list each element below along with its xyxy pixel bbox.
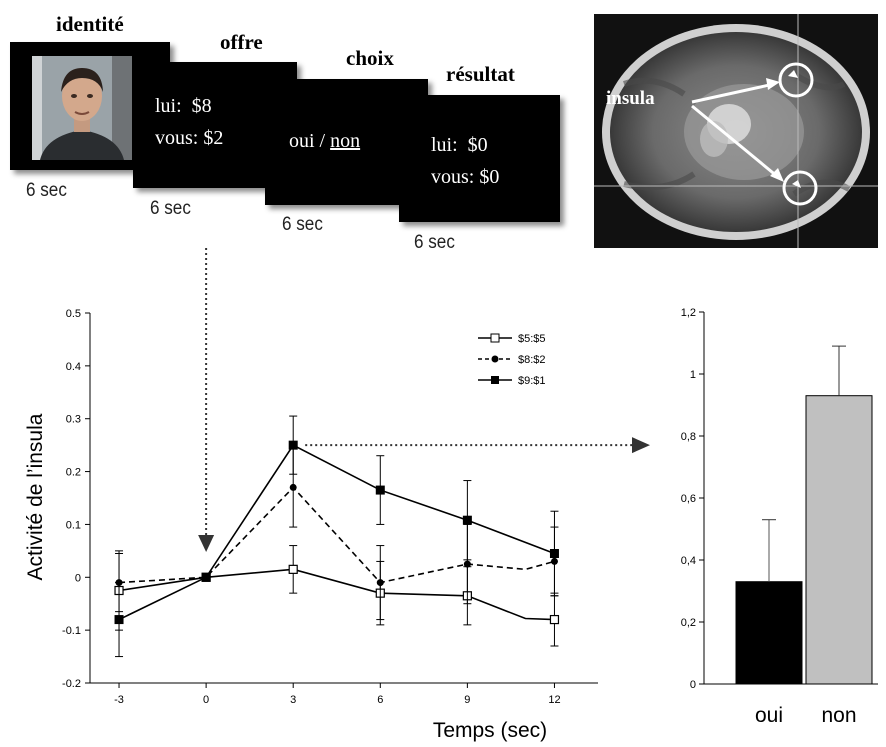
legend-marker xyxy=(490,333,500,343)
line-chart-xlabel: Temps (sec) xyxy=(433,719,547,742)
identity-title: identité xyxy=(56,12,124,36)
line-chart-xtick-label: 12 xyxy=(548,694,560,706)
legend-marker xyxy=(491,355,499,363)
line-chart: -0.2 -0.1 0 0.1 0.2 0.3 0.4 0.5 -3 0 3 6 9 12 $5:$5 $8:… xyxy=(62,248,650,706)
data-point xyxy=(462,515,472,525)
line-chart-ytick-label: 0.3 xyxy=(66,414,81,426)
bar-chart-ytick-label: 0 xyxy=(690,679,696,691)
bar-label-oui: oui xyxy=(755,704,783,727)
bar-chart-ytick-label: 0,2 xyxy=(681,617,696,629)
result-line-1: lui: $0 xyxy=(431,134,488,156)
offer-line-1: lui: $8 xyxy=(155,95,212,117)
line-chart-xtick-label: 3 xyxy=(290,694,296,706)
data-point xyxy=(289,483,297,491)
line-chart-ytick-label: 0.5 xyxy=(66,308,81,320)
bar-chart-ytick-label: 0,8 xyxy=(681,431,696,443)
bar-chart-ytick-label: 1,2 xyxy=(681,307,696,319)
data-point xyxy=(201,572,211,582)
result-title: résultat xyxy=(446,62,515,86)
bar-oui xyxy=(735,581,803,685)
face-photo xyxy=(32,56,132,160)
offer-onset-arrowhead xyxy=(198,535,215,552)
choice-title: choix xyxy=(346,46,394,70)
offer-line-2: vous: $2 xyxy=(155,127,224,149)
bar-chart-ytick-label: 0,4 xyxy=(681,555,696,567)
result-line-2: vous: $0 xyxy=(431,166,500,188)
line-chart-ytick-label: -0.1 xyxy=(62,625,81,637)
insula-label: insula xyxy=(606,88,655,109)
line-chart-ytick-label: -0.2 xyxy=(62,678,81,690)
offer-title: offre xyxy=(220,30,263,54)
insula-circle-bottom xyxy=(782,170,818,206)
bar-label-non: non xyxy=(821,704,856,727)
line-chart-xtick-label: -3 xyxy=(114,694,124,706)
data-point xyxy=(114,615,124,625)
line-chart-xtick-label: 6 xyxy=(377,694,383,706)
legend-label: $5:$5 xyxy=(518,333,546,345)
choice-text: oui / non xyxy=(289,125,360,157)
bar-chart-ytick-label: 0,6 xyxy=(681,493,696,505)
line-chart-ytick-label: 0 xyxy=(75,572,81,584)
bar-non xyxy=(805,395,873,685)
series-line-2 xyxy=(118,444,555,621)
legend-label: $8:$2 xyxy=(518,354,546,366)
choice-no: non xyxy=(330,130,361,152)
peak-link-arrowhead xyxy=(632,437,650,454)
data-point xyxy=(375,485,385,495)
data-point xyxy=(463,560,471,568)
legend-label: $9:$1 xyxy=(518,375,546,387)
data-point xyxy=(549,614,560,625)
line-chart-xtick-label: 9 xyxy=(464,694,470,706)
data-point xyxy=(376,579,384,587)
series-line-0 xyxy=(118,568,555,621)
bar-chart-ytick-label: 1 xyxy=(690,369,696,381)
data-point xyxy=(288,440,298,450)
series-line-1 xyxy=(118,486,555,584)
brain-scan: insula xyxy=(594,14,878,248)
choice-duration: 6 sec xyxy=(282,214,323,235)
insula-circle-top xyxy=(778,62,814,98)
identity-duration: 6 sec xyxy=(26,180,67,201)
line-chart-xtick-label: 0 xyxy=(203,694,209,706)
choice-yes: oui / xyxy=(289,130,331,152)
legend-marker xyxy=(491,376,499,384)
line-chart-ytick-label: 0.4 xyxy=(66,361,81,373)
line-chart-ytick-label: 0.2 xyxy=(66,467,81,479)
offer-duration: 6 sec xyxy=(150,198,191,219)
line-chart-ytick-label: 0.1 xyxy=(66,519,81,531)
data-point xyxy=(549,549,559,558)
data-point xyxy=(288,564,298,574)
bar-chart: 0 0,2 0,4 0,6 0,8 1 1,2 oui non xyxy=(681,307,878,727)
line-chart-ylabel: Activité de l’insula xyxy=(24,413,47,580)
brain-image xyxy=(594,14,878,248)
result-duration: 6 sec xyxy=(414,232,455,253)
result-frame: lui: $0 vous: $0 xyxy=(399,95,560,222)
